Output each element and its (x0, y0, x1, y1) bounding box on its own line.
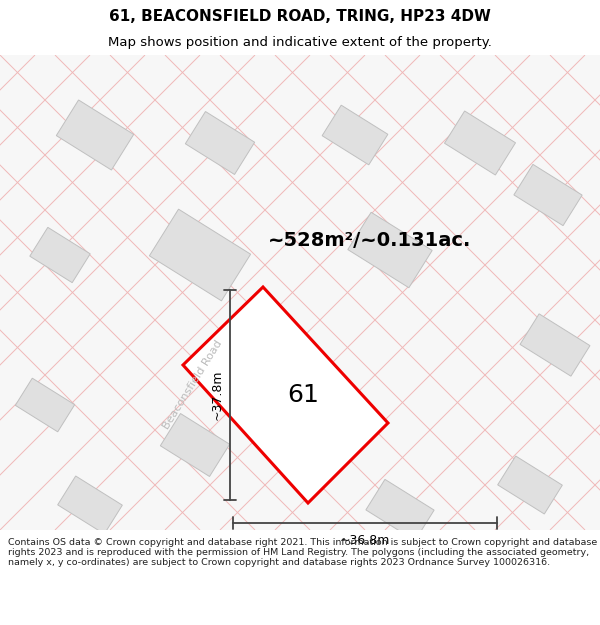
Text: Contains OS data © Crown copyright and database right 2021. This information is : Contains OS data © Crown copyright and d… (8, 538, 597, 568)
Text: ~528m²/~0.131ac.: ~528m²/~0.131ac. (268, 231, 472, 249)
Text: ~37.8m: ~37.8m (211, 370, 223, 420)
Text: 61, BEACONSFIELD ROAD, TRING, HP23 4DW: 61, BEACONSFIELD ROAD, TRING, HP23 4DW (109, 9, 491, 24)
Bar (149, 209, 251, 301)
Bar (348, 213, 432, 288)
Bar (56, 100, 134, 170)
Text: ~36.8m: ~36.8m (340, 534, 390, 548)
Bar (497, 456, 562, 514)
Text: Beaconsfield Road: Beaconsfield Road (161, 339, 224, 431)
Text: Map shows position and indicative extent of the property.: Map shows position and indicative extent… (108, 36, 492, 49)
Polygon shape (183, 287, 388, 503)
Bar (366, 479, 434, 541)
Text: 61: 61 (287, 382, 319, 406)
Bar (160, 414, 230, 476)
Bar (58, 476, 122, 534)
Bar (322, 105, 388, 165)
Bar (514, 164, 582, 226)
Bar (185, 111, 254, 174)
Bar (445, 111, 515, 175)
Bar (520, 314, 590, 376)
Bar (16, 378, 74, 432)
Bar (30, 228, 90, 282)
